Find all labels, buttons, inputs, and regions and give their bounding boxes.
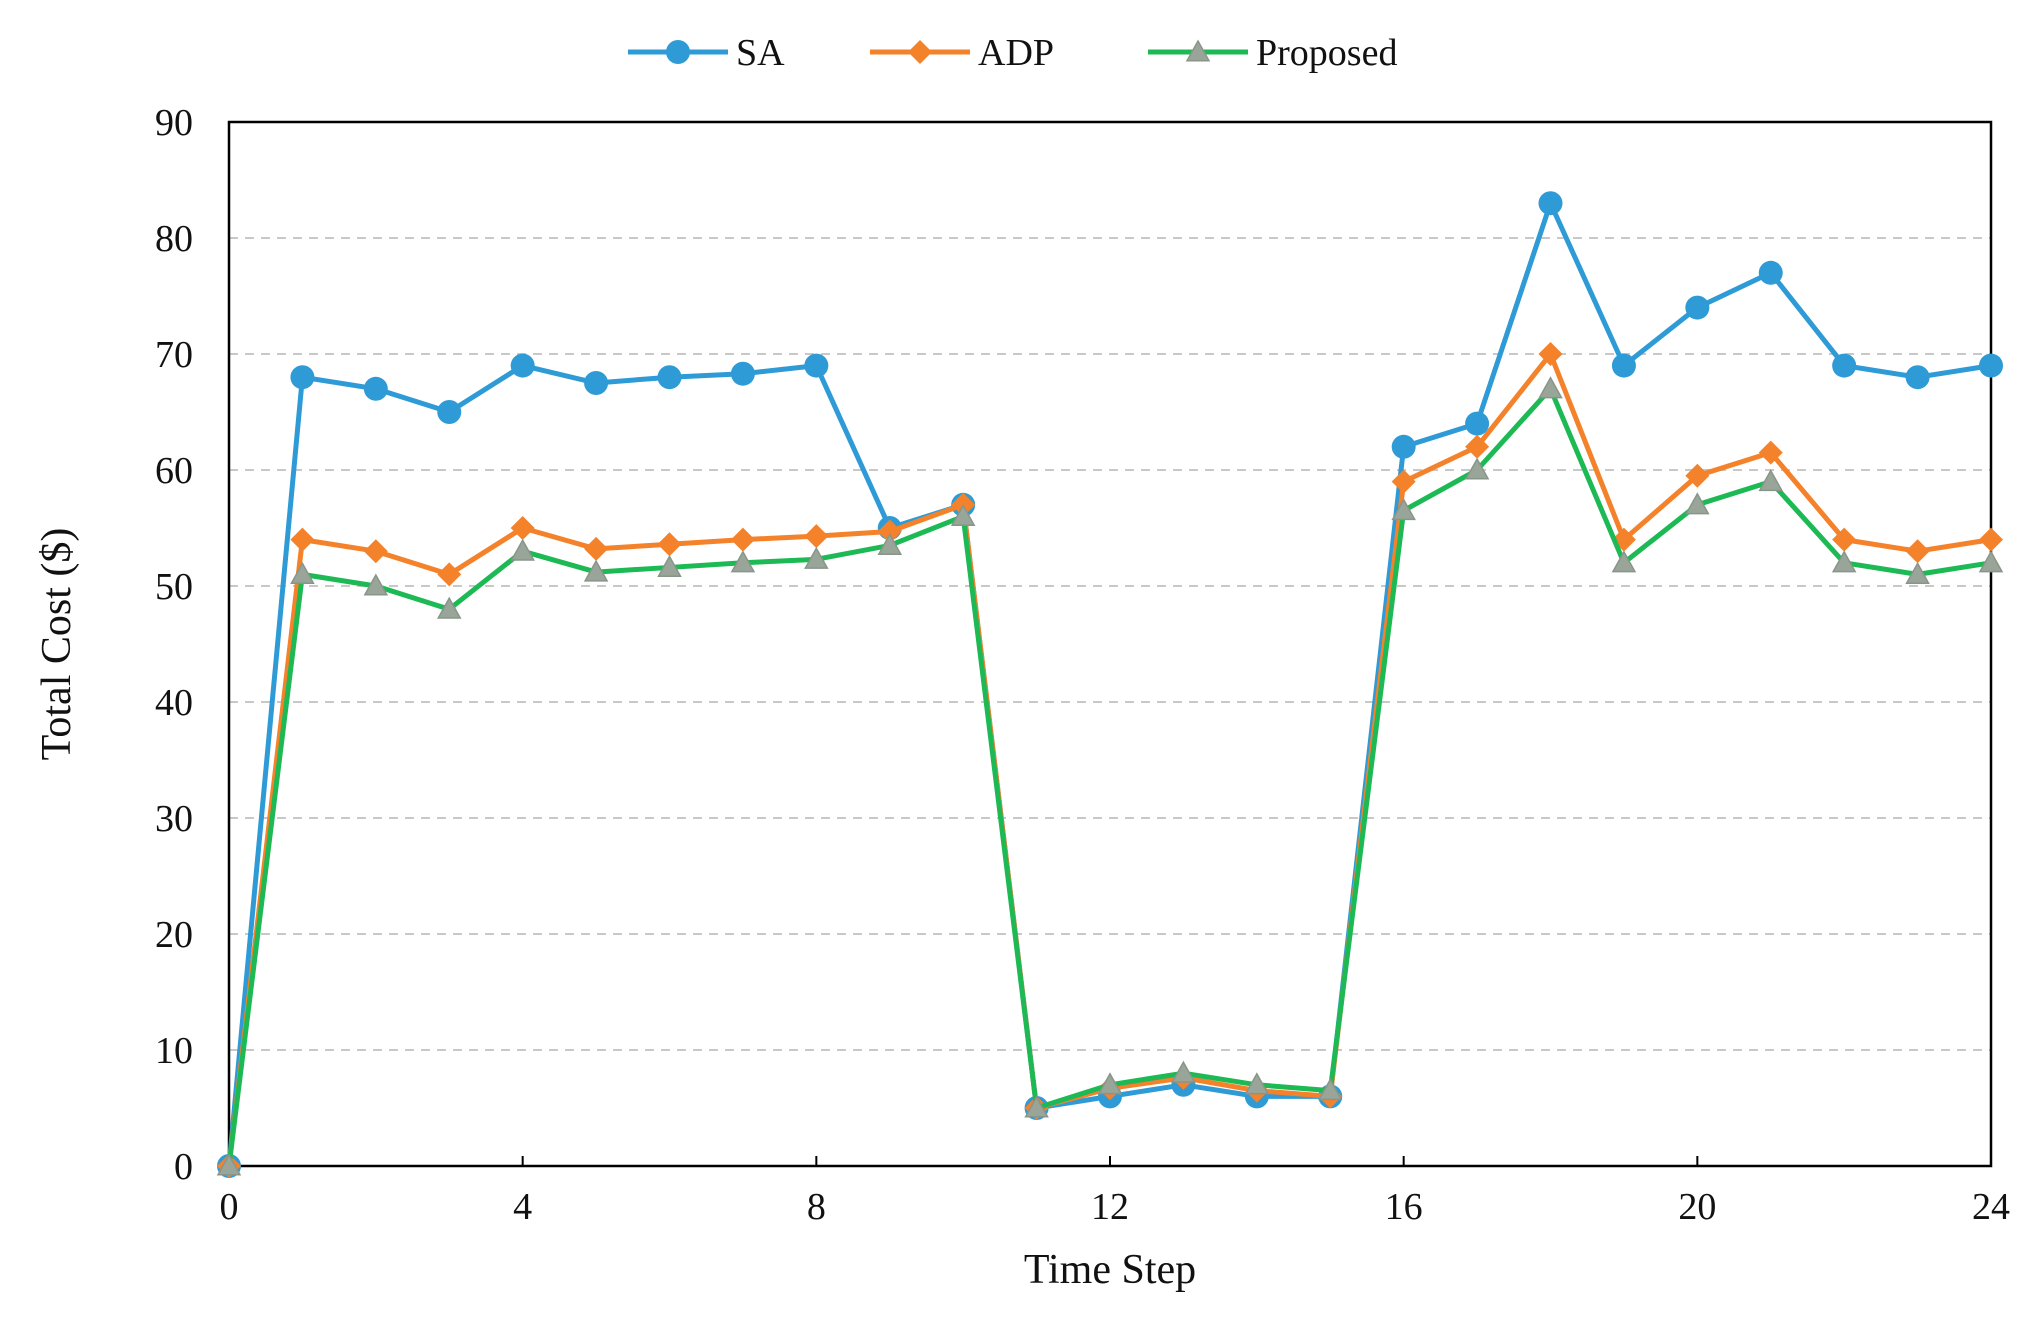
data-point-proposed bbox=[1097, 1072, 1123, 1095]
data-point-adp bbox=[1538, 342, 1563, 366]
data-point-adp bbox=[877, 519, 902, 544]
data-point-proposed bbox=[216, 1153, 242, 1176]
data-point-adp bbox=[584, 536, 609, 561]
data-point-adp bbox=[1905, 539, 1930, 564]
data-point-sa bbox=[1758, 260, 1783, 285]
data-point-proposed bbox=[436, 596, 462, 619]
series-proposed bbox=[216, 376, 2004, 1176]
data-point-proposed bbox=[1391, 498, 1416, 521]
y-axis-ticks: 0 10 20 30 40 50 60 70 80 90 bbox=[155, 102, 193, 1188]
data-point-sa bbox=[1611, 353, 1636, 378]
data-point-proposed bbox=[1758, 469, 1784, 492]
data-point-adp bbox=[363, 539, 388, 564]
data-point-adp bbox=[657, 532, 682, 557]
data-point-adp bbox=[1465, 434, 1490, 459]
data-point-proposed bbox=[363, 573, 389, 596]
x-axis-ticks: 0 4 8 12 16 20 24 bbox=[220, 1156, 2010, 1228]
data-point-proposed bbox=[1024, 1095, 1049, 1118]
x-tick-label: 16 bbox=[1385, 1186, 1423, 1228]
y-axis-label: Total Cost ($) bbox=[34, 528, 80, 761]
series-sa bbox=[217, 191, 2003, 1178]
data-point-proposed bbox=[950, 503, 976, 526]
data-point-proposed bbox=[1978, 550, 2004, 573]
y-tick-label: 20 bbox=[155, 914, 193, 956]
legend-item-sa: SA bbox=[628, 32, 785, 74]
data-point-adp bbox=[730, 527, 755, 552]
data-point-proposed bbox=[1538, 376, 1563, 399]
legend-marker-sa bbox=[666, 40, 690, 64]
data-point-proposed bbox=[583, 559, 609, 582]
data-point-proposed bbox=[1611, 550, 1637, 573]
data-point-adp bbox=[510, 516, 535, 540]
data-point-sa bbox=[363, 376, 388, 401]
legend-item-proposed: Proposed bbox=[1148, 32, 1397, 74]
data-point-adp bbox=[1832, 527, 1857, 552]
data-point-sa bbox=[1832, 353, 1857, 378]
plot-area-frame bbox=[227, 120, 1993, 1168]
data-point-adp bbox=[804, 524, 829, 549]
data-point-sa bbox=[1538, 191, 1563, 216]
x-axis-label: Time Step bbox=[1024, 1247, 1196, 1293]
y-tick-label: 80 bbox=[155, 218, 193, 260]
data-point-sa bbox=[730, 361, 755, 386]
x-tick-label: 8 bbox=[807, 1186, 826, 1228]
y-tick-label: 70 bbox=[155, 334, 193, 376]
x-tick-label: 4 bbox=[513, 1186, 532, 1228]
data-point-proposed bbox=[510, 538, 535, 561]
y-tick-label: 50 bbox=[155, 566, 193, 608]
data-point-proposed bbox=[1464, 457, 1490, 480]
series-adp bbox=[217, 342, 2003, 1178]
x-tick-label: 20 bbox=[1678, 1186, 1716, 1228]
legend: SA ADP Proposed bbox=[628, 32, 1397, 74]
data-point-adp bbox=[1685, 463, 1710, 488]
data-point-proposed bbox=[1685, 492, 1710, 515]
series-layer bbox=[216, 191, 2004, 1178]
data-point-sa bbox=[290, 365, 315, 390]
data-point-sa bbox=[1685, 295, 1710, 320]
series-line-sa bbox=[226, 200, 1992, 1167]
data-point-proposed bbox=[657, 554, 682, 577]
y-tick-label: 30 bbox=[155, 798, 193, 840]
legend-marker-proposed bbox=[1185, 39, 1211, 62]
y-tick-label: 40 bbox=[155, 682, 193, 724]
x-tick-label: 24 bbox=[1972, 1186, 2010, 1228]
y-tick-label: 60 bbox=[155, 450, 193, 492]
y-tick-label: 90 bbox=[155, 102, 193, 144]
data-point-proposed bbox=[1905, 561, 1930, 584]
series-line-adp bbox=[226, 351, 1992, 1167]
data-point-adp bbox=[437, 562, 462, 587]
data-point-proposed bbox=[730, 550, 756, 573]
legend-marker-adp bbox=[908, 40, 932, 64]
y-tick-label: 0 bbox=[174, 1146, 193, 1188]
x-tick-label: 0 bbox=[220, 1186, 239, 1228]
data-point-proposed bbox=[1317, 1078, 1343, 1101]
data-point-sa bbox=[1979, 353, 2003, 378]
legend-label-sa: SA bbox=[736, 32, 785, 74]
data-point-sa bbox=[657, 365, 682, 390]
data-point-adp bbox=[290, 527, 315, 552]
data-point-proposed bbox=[1244, 1072, 1270, 1095]
legend-label-proposed: Proposed bbox=[1256, 32, 1397, 74]
data-point-proposed bbox=[1831, 550, 1857, 573]
data-point-adp bbox=[1391, 469, 1416, 494]
y-tick-label: 10 bbox=[155, 1030, 193, 1072]
data-point-proposed bbox=[877, 532, 903, 555]
data-point-proposed bbox=[1171, 1060, 1196, 1083]
legend-label-adp: ADP bbox=[978, 32, 1054, 74]
data-point-sa bbox=[804, 353, 829, 378]
data-point-adp bbox=[1979, 527, 2003, 552]
x-tick-label: 12 bbox=[1091, 1186, 1129, 1228]
data-point-sa bbox=[1905, 365, 1930, 390]
gridlines bbox=[229, 237, 1991, 1051]
data-point-sa bbox=[584, 371, 609, 395]
data-point-sa bbox=[1465, 411, 1490, 436]
legend-item-adp: ADP bbox=[870, 32, 1054, 74]
data-point-sa bbox=[510, 353, 535, 378]
data-point-adp bbox=[1758, 440, 1783, 465]
data-point-sa bbox=[1391, 434, 1416, 459]
data-point-proposed bbox=[804, 546, 829, 569]
data-point-sa bbox=[437, 400, 462, 424]
data-point-proposed bbox=[290, 561, 315, 584]
